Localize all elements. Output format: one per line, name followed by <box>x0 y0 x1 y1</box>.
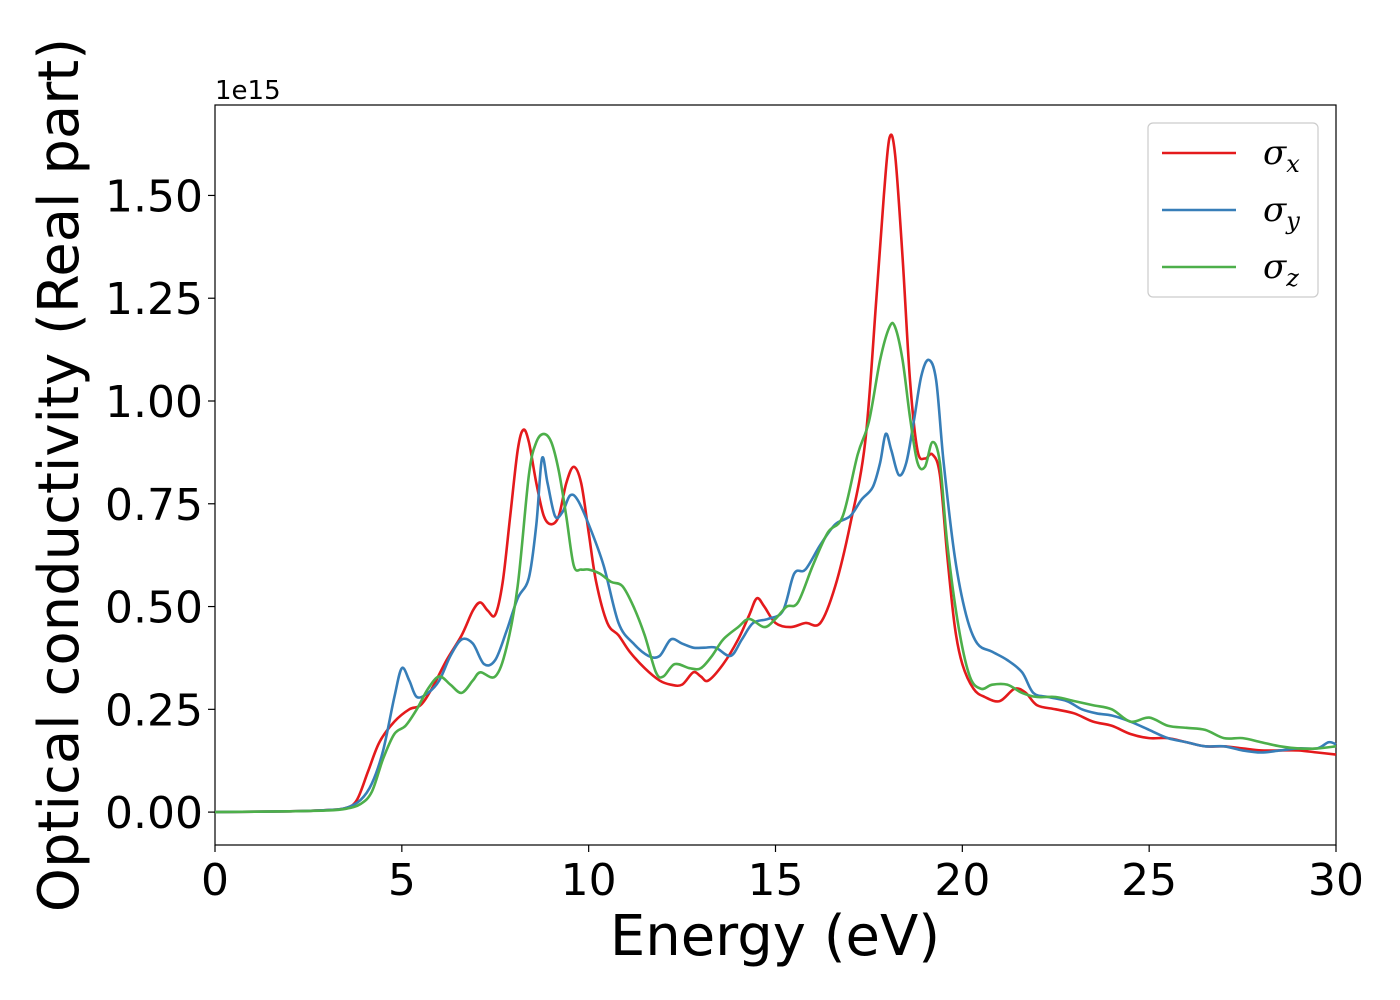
y-tick-label: 1.50 <box>105 171 203 222</box>
series-layer <box>214 133 1337 814</box>
y-axis-offset-label: 1e15 <box>215 76 281 106</box>
series-line-sigma-z <box>214 321 1337 814</box>
y-tick-label: 1.00 <box>105 377 203 428</box>
y-tick-label: 0.25 <box>105 685 203 736</box>
x-tick-label: 5 <box>388 855 416 906</box>
x-tick-label: 0 <box>201 855 229 906</box>
x-axis: 0 5 10 15 20 25 30 <box>201 845 1364 906</box>
x-tick-label: 30 <box>1308 855 1364 906</box>
x-axis-title: Energy (eV) <box>610 904 940 969</box>
y-axis: 0.00 0.25 0.50 0.75 1.00 1.25 1.50 <box>105 171 215 839</box>
x-tick-label: 20 <box>934 855 990 906</box>
legend-label-sigma-z: σz <box>1263 247 1299 292</box>
x-tick-label: 25 <box>1121 855 1177 906</box>
legend-label-sigma-x: σx <box>1263 133 1300 178</box>
x-tick-label: 15 <box>748 855 804 906</box>
series-line-sigma-y <box>214 358 1337 814</box>
y-tick-label: 0.75 <box>105 480 203 531</box>
y-tick-label: 0.50 <box>105 583 203 634</box>
y-tick-label: 1.25 <box>105 274 203 325</box>
series-line-sigma-x <box>214 133 1337 814</box>
y-tick-label: 0.00 <box>105 788 203 839</box>
y-axis-title: Optical conductivity (Real part) <box>27 38 92 912</box>
legend-label-sigma-y: σy <box>1263 190 1300 235</box>
legend: σx σy σz <box>1147 122 1319 298</box>
x-tick-label: 10 <box>561 855 617 906</box>
